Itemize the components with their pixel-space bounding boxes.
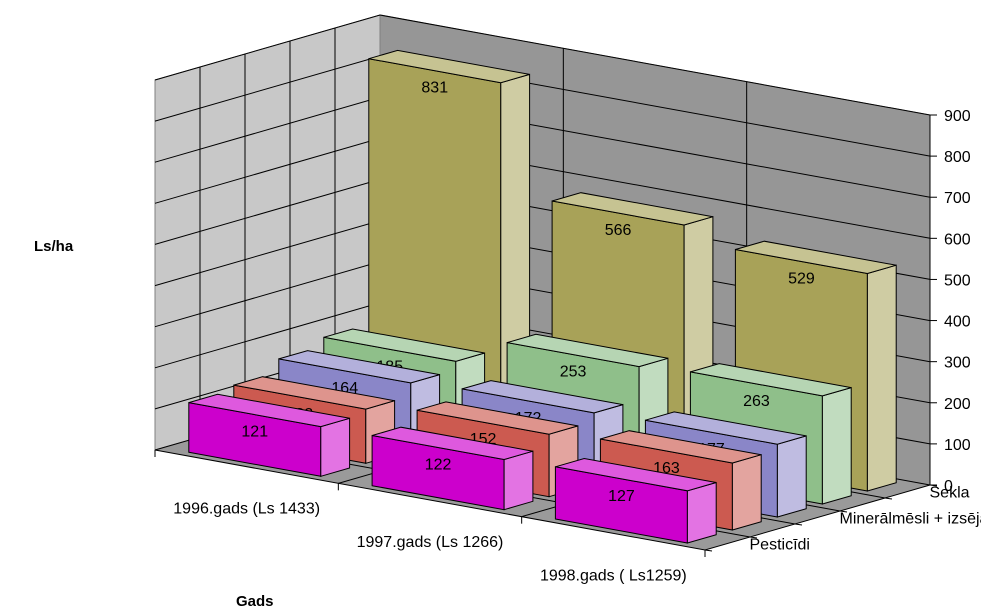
depth-tick-mark [929, 484, 938, 487]
data-label: 263 [743, 393, 770, 410]
depth-tick-label: Sekla [930, 485, 970, 502]
bar-side-face [686, 481, 717, 544]
y-tick-label: 0 [944, 478, 953, 495]
bar-top-face [416, 401, 579, 435]
bar-top-face [690, 363, 852, 397]
x-tick-label: 1997.gads (Ls 1266) [357, 534, 504, 551]
bar-top-face [551, 192, 714, 226]
bar-top-face [368, 49, 530, 84]
bar-side-face [776, 435, 807, 518]
y-tick-label: 200 [944, 396, 971, 413]
y-tick-label: 500 [944, 272, 971, 289]
depth-axis: Pesticīdi Minerālmēsli + izsēja Sekla [704, 484, 981, 554]
bar-side-face [731, 454, 762, 531]
bar: 122 [371, 426, 534, 511]
data-label: 122 [425, 457, 452, 474]
bar: 127 [554, 457, 717, 544]
y-tick-label: 100 [944, 437, 971, 454]
y-tick-label: 800 [944, 149, 971, 166]
depth-tick-mark [839, 510, 848, 513]
y-axis-title: Ls/ha [34, 238, 74, 255]
depth-tick-label: Minerālmēsli + izsēja [840, 511, 981, 528]
data-label: 121 [241, 424, 268, 441]
data-label: 253 [560, 364, 587, 381]
data-label: 566 [605, 222, 632, 239]
bar: 831 [368, 49, 531, 425]
bars: 8315665291852532631641721771321521631211… [188, 49, 897, 544]
bar-top-face [233, 376, 395, 410]
x-tick-label: 1998.gads ( Ls1259) [540, 567, 687, 584]
bar-side-face [320, 417, 351, 477]
depth-tick-mark [749, 536, 758, 539]
bar-side-face [821, 386, 852, 505]
y-tick-label: 700 [944, 190, 971, 207]
bar-top-face [735, 240, 897, 275]
bar-top-face [278, 350, 440, 384]
depth-tick-mark [884, 497, 893, 500]
depth-tick-mark [704, 549, 713, 552]
bar: 121 [188, 393, 351, 477]
bar-top-face [506, 333, 669, 368]
bar-top-face [645, 411, 807, 445]
data-label: 529 [788, 271, 815, 288]
bar-top-face [461, 380, 624, 414]
y-tick-label: 900 [944, 108, 971, 125]
bar-side-face [866, 264, 897, 492]
bar-top-face [555, 457, 717, 492]
bar-top-face [188, 393, 350, 428]
x-axis: 1996.gads (Ls 1433) 1997.gads (Ls 1266) 19… [154, 450, 706, 584]
y-tick-label: 300 [944, 355, 971, 372]
bar-side-face [503, 450, 534, 511]
bar-top-face [371, 426, 534, 461]
y-axis: 0 100 200 300 400 500 600 700 800 900 [929, 108, 971, 495]
x-tick-label: 1996.gads (Ls 1433) [173, 501, 320, 518]
bar-top-face [323, 328, 485, 362]
x-axis-title: Gads [236, 593, 274, 610]
depth-tick-mark [794, 523, 803, 526]
data-label: 127 [608, 488, 635, 505]
depth-tick-label: Pesticīdi [750, 537, 810, 554]
y-tick-label: 600 [944, 231, 971, 248]
data-label: 831 [421, 80, 448, 97]
y-tick-label: 400 [944, 314, 971, 331]
bar-top-face [600, 430, 762, 464]
